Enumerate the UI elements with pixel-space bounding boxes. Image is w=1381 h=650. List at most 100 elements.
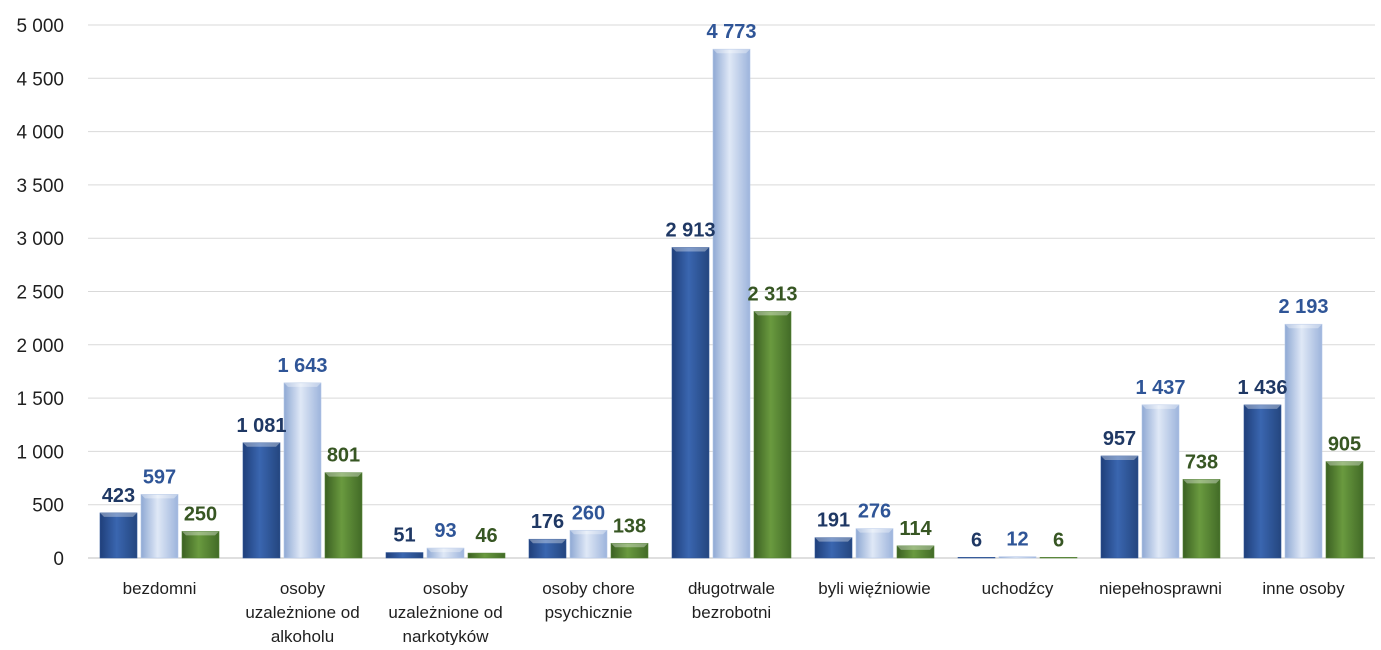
bar-series3-cat2 — [324, 472, 363, 559]
data-label-series2-cat8: 1 437 — [1135, 377, 1185, 399]
y-tick-label: 500 — [32, 496, 64, 517]
y-tick-label: 4 000 — [16, 123, 64, 144]
data-label-series2-cat6: 276 — [858, 501, 891, 523]
y-tick-label: 3 500 — [16, 176, 64, 197]
data-label-series2-cat7: 12 — [1006, 529, 1028, 551]
data-label-series3-cat7: 6 — [1053, 529, 1064, 551]
data-label-series3-cat8: 738 — [1185, 451, 1218, 473]
bar-series2-cat6 — [855, 528, 894, 559]
bar-series2-cat3 — [426, 547, 465, 559]
bar-series3-cat5 — [753, 311, 792, 559]
bar-bevel — [856, 528, 893, 533]
bar-series1-cat2 — [242, 442, 281, 559]
category-label: uchodźcy — [982, 579, 1054, 598]
data-label-series2-cat2: 1 643 — [277, 355, 327, 377]
bar-series1-cat6 — [814, 537, 853, 559]
bar-bevel — [529, 539, 566, 544]
data-label-series1-cat6: 191 — [817, 510, 850, 532]
data-label-series1-cat7: 6 — [971, 529, 982, 551]
bar-bevel — [815, 537, 852, 542]
data-label-series3-cat2: 801 — [327, 445, 360, 467]
data-label-series1-cat1: 423 — [102, 485, 135, 507]
bar-series3-cat9 — [1325, 461, 1364, 559]
data-label-series3-cat4: 138 — [613, 515, 646, 537]
data-label-series3-cat1: 250 — [184, 503, 217, 525]
data-label-series1-cat3: 51 — [393, 525, 415, 547]
bar-series1-cat1 — [99, 512, 138, 559]
y-tick-label: 5 000 — [16, 16, 64, 37]
bar-bevel — [1183, 479, 1220, 484]
category-label: byli więźniowie — [818, 579, 930, 598]
bar-series3-cat7 — [1039, 557, 1078, 559]
data-label-series2-cat1: 597 — [143, 466, 176, 488]
bar-series1-cat5 — [671, 247, 710, 559]
y-tick-label: 4 500 — [16, 69, 64, 90]
y-tick-label: 3 000 — [16, 229, 64, 250]
category-label: uzależnione od — [388, 603, 502, 622]
bar-bevel — [1244, 404, 1281, 409]
y-tick-label: 1 000 — [16, 442, 64, 463]
bar-series2-cat7 — [998, 556, 1037, 559]
bar-series2-cat4 — [569, 529, 608, 559]
bar-series1-cat7 — [957, 557, 996, 559]
bar-series3-cat4 — [610, 542, 649, 559]
bar-series3-cat3 — [467, 552, 506, 559]
data-label-series3-cat3: 46 — [475, 525, 497, 547]
category-label: osoby — [423, 579, 469, 598]
bar-bevel — [325, 472, 362, 477]
data-label-series1-cat8: 957 — [1103, 428, 1136, 450]
data-label-series3-cat5: 2 313 — [747, 283, 797, 305]
bar-series1-cat9 — [1243, 404, 1282, 559]
bar-bevel — [570, 530, 607, 535]
bar-series3-cat6 — [896, 545, 935, 559]
data-label-series2-cat9: 2 193 — [1278, 296, 1328, 318]
data-label-series3-cat6: 114 — [899, 518, 932, 540]
y-tick-label: 0 — [53, 549, 64, 570]
y-tick-label: 2 500 — [16, 283, 64, 304]
data-label-series1-cat2: 1 081 — [236, 415, 286, 437]
bar-bevel — [100, 512, 137, 517]
bar-bevel — [284, 382, 321, 387]
category-label: niepełnosprawni — [1099, 579, 1222, 598]
data-label-series2-cat4: 260 — [572, 502, 605, 524]
bar-series3-cat1 — [181, 531, 220, 559]
bar-bevel — [713, 49, 750, 54]
bar-bevel — [672, 247, 709, 252]
category-label: inne osoby — [1262, 579, 1345, 598]
bar-series3-cat8 — [1182, 479, 1221, 559]
category-label: narkotyków — [403, 627, 490, 645]
bar-bevel — [243, 442, 280, 447]
category-label: osoby chore — [542, 579, 635, 598]
bar-bevel — [1326, 461, 1363, 466]
category-label: długotrwale — [688, 579, 775, 598]
category-label: uzależnione od — [245, 603, 359, 622]
data-label-series2-cat3: 93 — [434, 520, 456, 542]
bar-bevel — [1101, 455, 1138, 460]
data-label-series3-cat9: 905 — [1328, 434, 1361, 456]
bar-series2-cat5 — [712, 48, 751, 559]
data-label-series1-cat4: 176 — [531, 511, 564, 533]
category-label: bezrobotni — [692, 603, 771, 622]
category-label: bezdomni — [123, 579, 197, 598]
category-label: alkoholu — [271, 627, 334, 645]
y-tick-label: 1 500 — [16, 389, 64, 410]
bar-series1-cat3 — [385, 552, 424, 559]
bar-series2-cat2 — [283, 382, 322, 559]
y-tick-label: 2 000 — [16, 336, 64, 357]
data-label-series1-cat5: 2 913 — [665, 219, 715, 241]
bar-series1-cat4 — [528, 538, 567, 559]
category-label: osoby — [280, 579, 326, 598]
bar-bevel — [182, 531, 219, 536]
bar-bevel — [1285, 324, 1322, 329]
bar-series2-cat9 — [1284, 323, 1323, 559]
bar-bevel — [427, 548, 464, 553]
bar-bevel — [141, 494, 178, 499]
category-label: psychicznie — [545, 603, 633, 622]
bar-bevel — [611, 543, 648, 548]
data-label-series2-cat5: 4 773 — [706, 21, 756, 43]
bar-series2-cat1 — [140, 494, 179, 559]
bar-series2-cat8 — [1141, 404, 1180, 559]
data-label-series1-cat9: 1 436 — [1237, 377, 1287, 399]
